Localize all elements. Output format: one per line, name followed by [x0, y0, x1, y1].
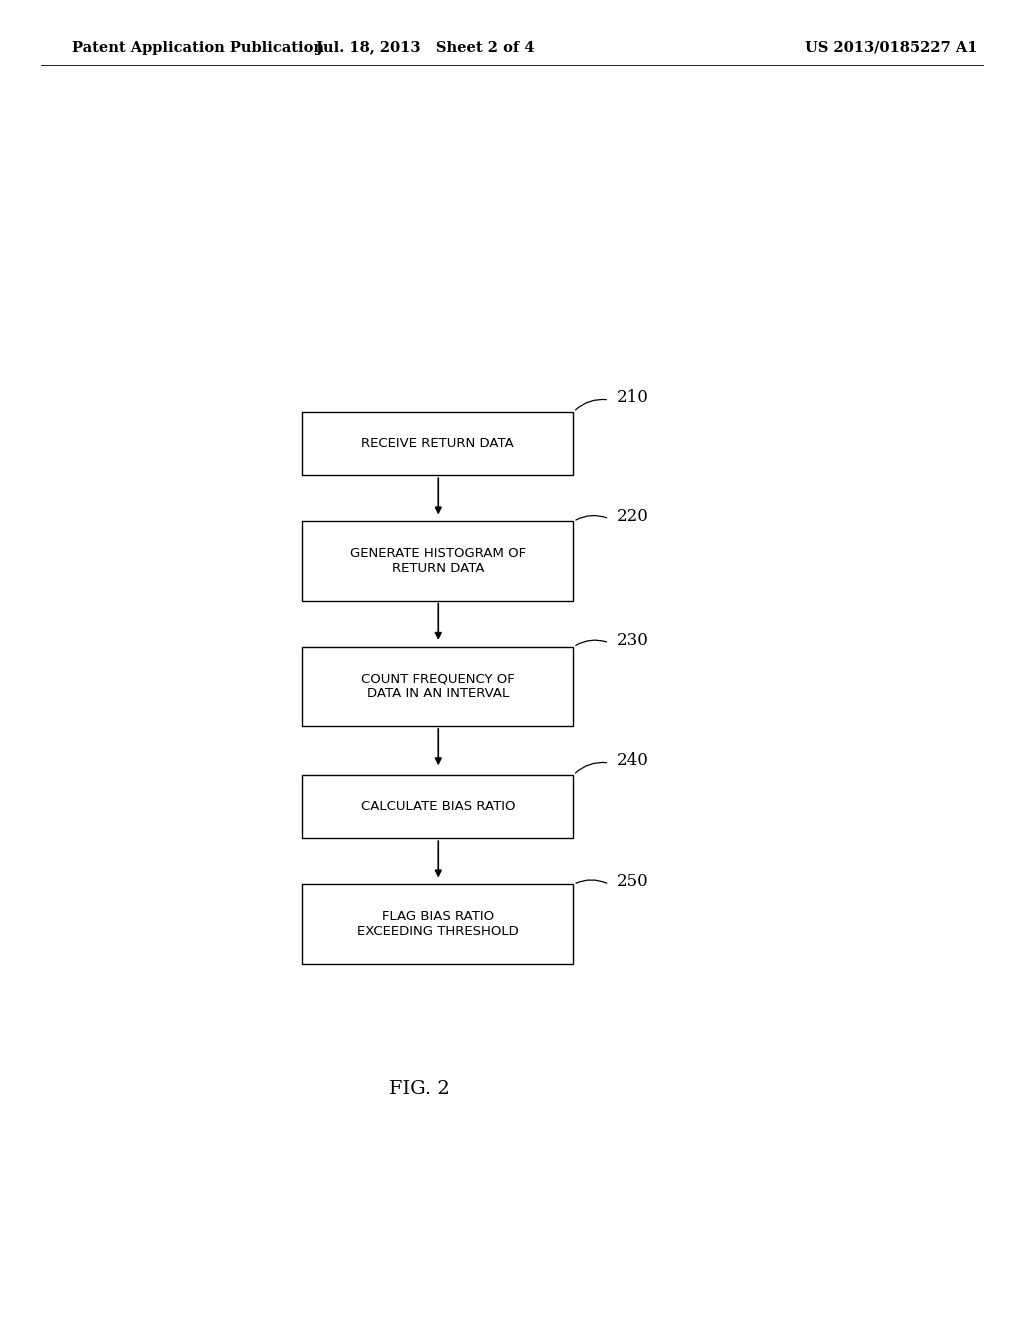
FancyBboxPatch shape — [302, 884, 573, 964]
Text: US 2013/0185227 A1: US 2013/0185227 A1 — [805, 41, 977, 54]
Text: 250: 250 — [616, 874, 648, 890]
Text: 240: 240 — [616, 752, 648, 768]
FancyBboxPatch shape — [302, 775, 573, 838]
Text: GENERATE HISTOGRAM OF
RETURN DATA: GENERATE HISTOGRAM OF RETURN DATA — [350, 546, 525, 576]
Text: 230: 230 — [616, 632, 648, 648]
FancyBboxPatch shape — [302, 521, 573, 601]
Text: CALCULATE BIAS RATIO: CALCULATE BIAS RATIO — [360, 800, 515, 813]
Text: COUNT FREQUENCY OF
DATA IN AN INTERVAL: COUNT FREQUENCY OF DATA IN AN INTERVAL — [360, 672, 515, 701]
FancyBboxPatch shape — [302, 412, 573, 475]
Text: RECEIVE RETURN DATA: RECEIVE RETURN DATA — [361, 437, 514, 450]
FancyBboxPatch shape — [302, 647, 573, 726]
Text: 210: 210 — [616, 389, 648, 405]
Text: 220: 220 — [616, 508, 648, 524]
Text: FIG. 2: FIG. 2 — [389, 1080, 451, 1098]
Text: Jul. 18, 2013   Sheet 2 of 4: Jul. 18, 2013 Sheet 2 of 4 — [315, 41, 535, 54]
Text: FLAG BIAS RATIO
EXCEEDING THRESHOLD: FLAG BIAS RATIO EXCEEDING THRESHOLD — [357, 909, 518, 939]
Text: Patent Application Publication: Patent Application Publication — [72, 41, 324, 54]
